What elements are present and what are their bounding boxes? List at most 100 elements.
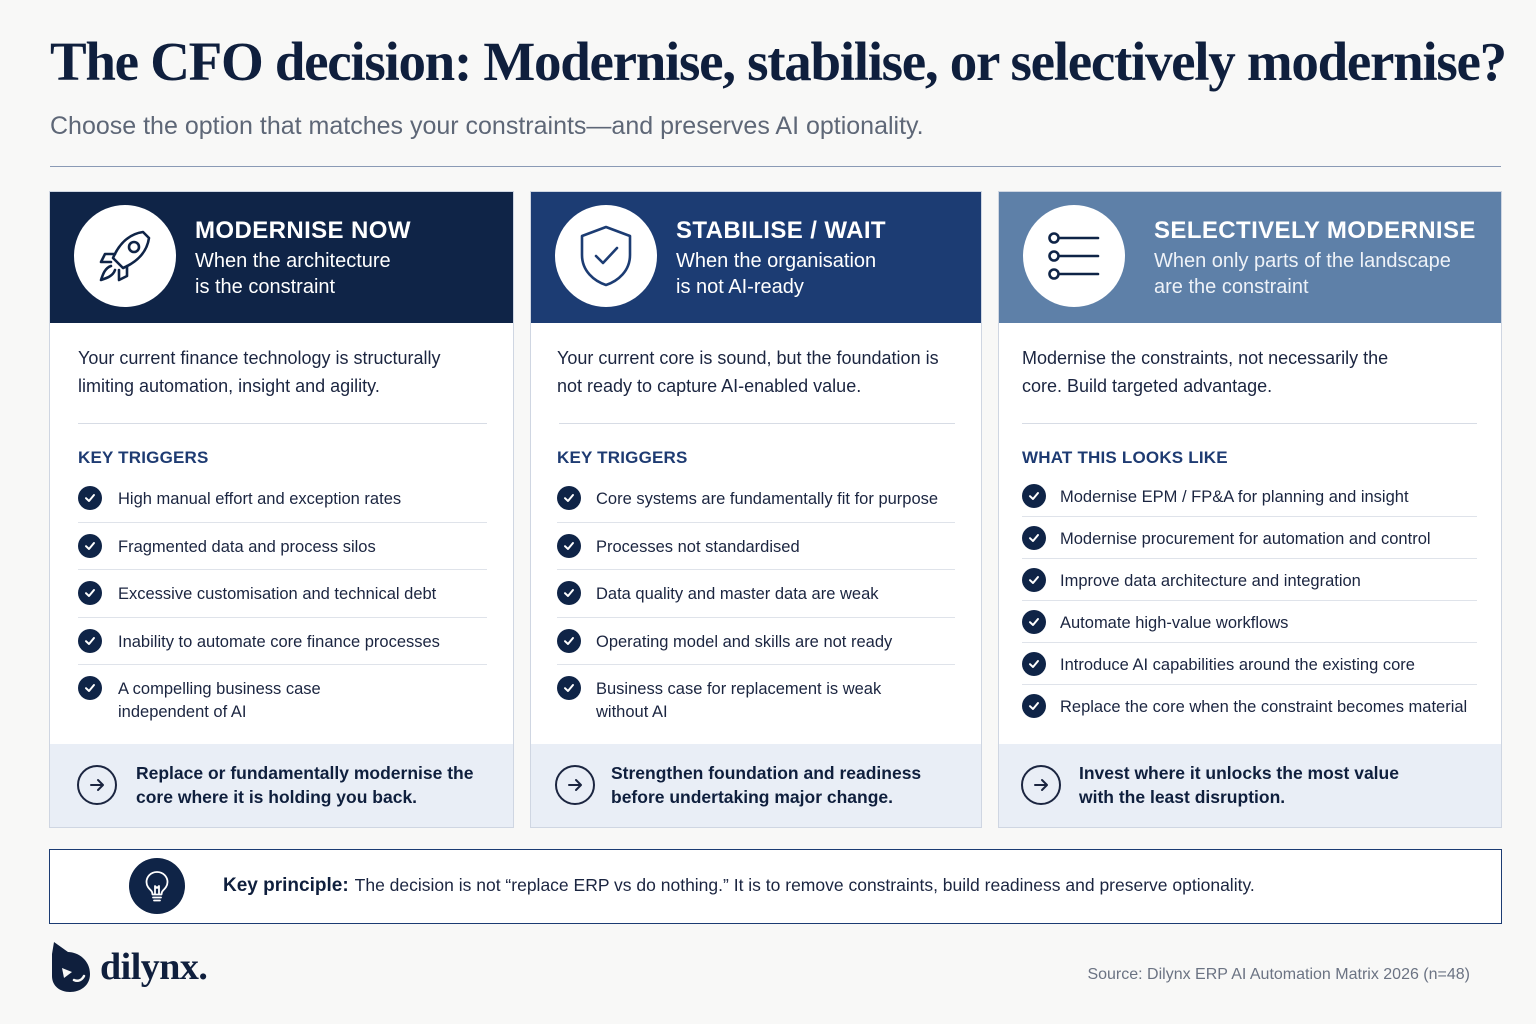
card-subtitle-line: When the organisation [676, 250, 877, 272]
card-divider [1022, 423, 1477, 424]
logo-wordmark: dilynx. [100, 946, 208, 988]
check-icon [1022, 610, 1046, 634]
key-principle-box: Key principle: The decision is not “repla… [49, 849, 1502, 924]
list-item: High manual effort and exception rates [78, 475, 487, 523]
trigger-list: Core systems are fundamentally fit for p… [557, 475, 955, 725]
arrow-right-icon [77, 765, 117, 805]
list-item: Data quality and master data are weak [557, 570, 955, 618]
list-item: A compelling business case independent o… [78, 665, 487, 725]
list-item-text: Operating model and skills are not ready [596, 632, 893, 651]
list-item-text: Improve data architecture and integratio… [1060, 572, 1361, 590]
list-item-text: Core systems are fundamentally fit for p… [596, 490, 939, 508]
list-item-text: A compelling business case independent o… [118, 680, 321, 721]
check-icon [557, 486, 581, 510]
card-selectively-modernise: SELECTIVELY MODERNISE When only parts of… [998, 191, 1502, 828]
check-icon [557, 533, 581, 558]
check-icon [1022, 652, 1046, 676]
card-footer: Replace or fundamentally modernise the c… [50, 744, 513, 827]
examples-list: Modernise EPM / FP&A for planning and in… [1022, 475, 1477, 727]
list-item-text: Modernise EPM / FP&A for planning and in… [1060, 488, 1409, 506]
arrow-right-icon [555, 765, 595, 805]
list-item: Core systems are fundamentally fit for p… [557, 475, 955, 523]
card-subtitle: When only parts of the landscape are the… [1154, 248, 1491, 300]
card-description: Modernise the constraints, not necessari… [1022, 348, 1389, 396]
principle-label: Key principle: [223, 875, 349, 896]
card-subtitle-line: is not AI-ready [676, 276, 804, 298]
section-label: KEY TRIGGERS [557, 448, 688, 467]
list-item: Introduce AI capabilities around the exi… [1022, 643, 1477, 685]
list-item: Operating model and skills are not ready [557, 618, 955, 665]
card-header: MODERNISE NOW When the architecture is t… [50, 192, 513, 323]
card-subtitle: When the organisation is not AI-ready [676, 248, 971, 300]
arrow-right-icon [1021, 765, 1061, 805]
principle-body: The decision is not “replace ERP vs do n… [354, 875, 1255, 895]
card-description: Your current finance technology is struc… [78, 348, 441, 396]
section-label: KEY TRIGGERS [78, 448, 209, 467]
list-item-text: Processes not standardised [596, 537, 800, 556]
card-header: SELECTIVELY MODERNISE When only parts of… [999, 192, 1501, 323]
list-item-text: Inability to automate core finance proce… [118, 632, 440, 651]
card-subtitle-line: When the architecture [195, 250, 391, 272]
list-item: Excessive customisation and technical de… [78, 570, 487, 618]
lightbulb-icon [129, 858, 185, 914]
check-icon [78, 628, 102, 653]
list-item: Modernise procurement for automation and… [1022, 517, 1477, 559]
section-label: WHAT THIS LOOKS LIKE [1022, 448, 1228, 467]
card-stabilise-wait: STABILISE / WAIT When the organisation i… [530, 191, 982, 828]
card-header: STABILISE / WAIT When the organisation i… [531, 192, 981, 323]
card-divider [559, 423, 955, 424]
sliders-icon [1023, 205, 1125, 307]
check-icon [1022, 484, 1046, 508]
card-subtitle-line: is the constraint [195, 276, 336, 298]
principle-text: Key principle: The decision is not “repla… [223, 875, 1255, 897]
check-icon [1022, 694, 1046, 718]
check-icon [557, 628, 581, 653]
card-subtitle: When the architecture is the constraint [195, 248, 503, 300]
card-title: STABILISE / WAIT [676, 217, 886, 244]
list-item: Replace the core when the constraint bec… [1022, 685, 1477, 727]
page-subtitle: Choose the option that matches your cons… [50, 112, 924, 140]
list-item: Processes not standardised [557, 523, 955, 570]
rocket-icon [74, 205, 176, 307]
company-logo: dilynx. [50, 940, 208, 994]
card-recommendation: Replace or fundamentally modernise the c… [136, 763, 474, 807]
list-item-text: Data quality and master data are weak [596, 585, 879, 603]
list-item: Business case for replacement is weak wi… [557, 665, 955, 725]
card-title: SELECTIVELY MODERNISE [1154, 217, 1476, 244]
check-icon [1022, 568, 1046, 592]
header-divider [50, 166, 1501, 167]
list-item-text: Fragmented data and process silos [118, 537, 376, 556]
list-item-text: Business case for replacement is weak wi… [596, 680, 882, 721]
list-item-text: Replace the core when the constraint bec… [1060, 698, 1468, 716]
list-item: Automate high-value workflows [1022, 601, 1477, 643]
card-subtitle-line: When only parts of the landscape [1154, 250, 1451, 272]
check-icon [78, 676, 102, 700]
card-divider [78, 423, 487, 424]
card-footer: Invest where it unlocks the most value w… [999, 744, 1501, 827]
lynx-logo-icon [52, 942, 90, 992]
card-recommendation: Strengthen foundation and readiness befo… [611, 763, 922, 807]
check-icon [1022, 526, 1046, 550]
source-note: Source: Dilynx ERP AI Automation Matrix … [1087, 966, 1470, 983]
list-item-text: Automate high-value workflows [1060, 614, 1289, 632]
list-item-text: Excessive customisation and technical de… [118, 585, 437, 603]
check-icon [78, 486, 102, 510]
page-title: The CFO decision: Modernise, stabilise, … [50, 31, 1507, 92]
list-item-text: High manual effort and exception rates [118, 490, 402, 508]
list-item: Modernise EPM / FP&A for planning and in… [1022, 475, 1477, 517]
list-item: Fragmented data and process silos [78, 523, 487, 570]
list-item: Improve data architecture and integratio… [1022, 559, 1477, 601]
list-item-text: Introduce AI capabilities around the exi… [1060, 656, 1415, 674]
check-icon [78, 533, 102, 558]
check-icon [78, 581, 102, 605]
card-description: Your current core is sound, but the foun… [557, 348, 939, 396]
card-title: MODERNISE NOW [195, 217, 411, 244]
check-icon [557, 581, 581, 605]
list-item: Inability to automate core finance proce… [78, 618, 487, 665]
card-recommendation: Invest where it unlocks the most value w… [1079, 763, 1399, 807]
check-icon [557, 676, 581, 700]
card-modernise-now: MODERNISE NOW When the architecture is t… [49, 191, 514, 828]
card-footer: Strengthen foundation and readiness befo… [531, 744, 981, 827]
list-item-text: Modernise procurement for automation and… [1060, 530, 1431, 548]
shield-check-icon [555, 205, 657, 307]
